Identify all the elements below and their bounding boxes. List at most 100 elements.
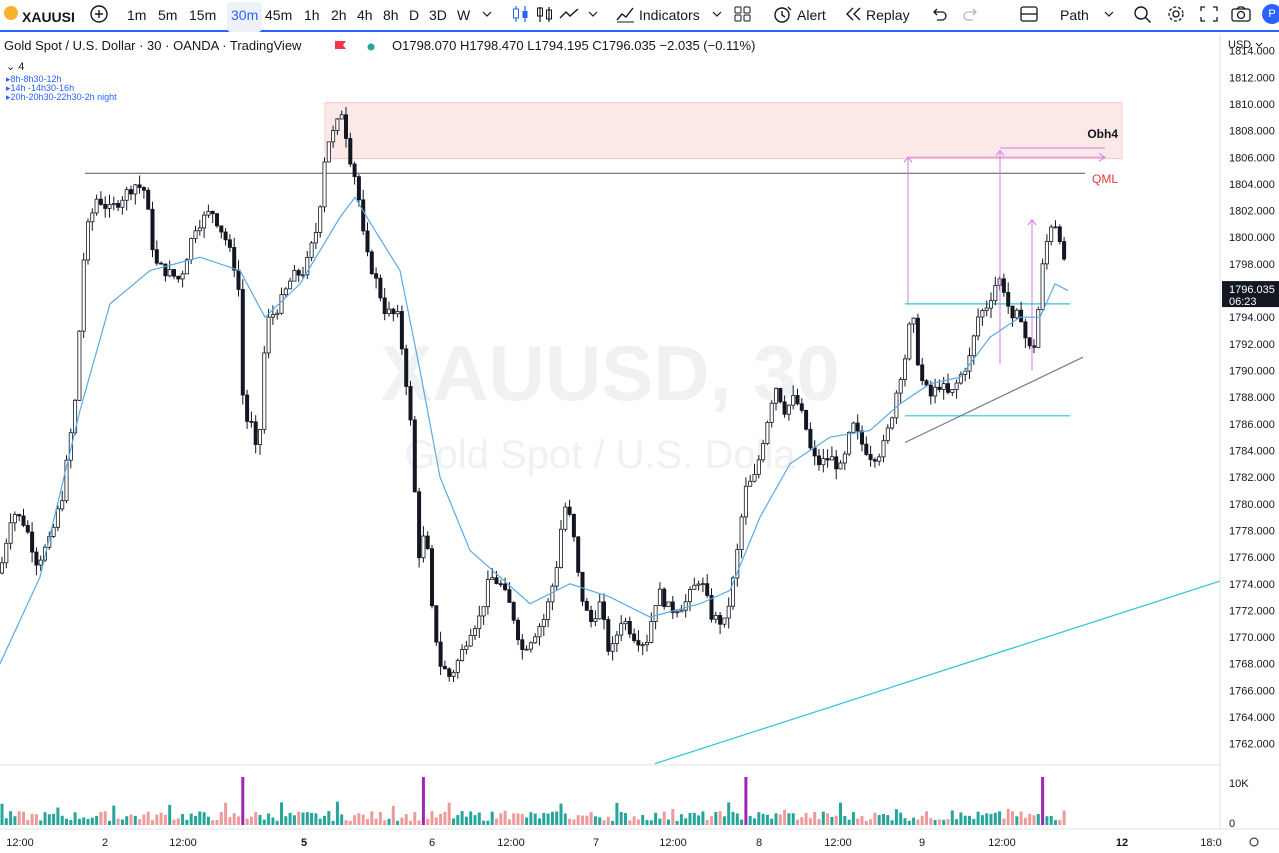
volume-bar	[353, 815, 357, 825]
candle-body	[705, 583, 710, 596]
templates-grid-icon[interactable]	[732, 4, 754, 24]
interval-4h[interactable]: 4h	[357, 7, 373, 23]
alert-button[interactable]: Alert	[797, 7, 826, 23]
indicator-collapse-toggle[interactable]: ⌄ 4	[6, 60, 24, 73]
volume-bar	[998, 811, 1002, 825]
time-tick-label: 7	[593, 837, 599, 849]
candle-body	[640, 644, 645, 647]
volume-bar	[245, 818, 249, 825]
search-icon[interactable]	[1132, 4, 1154, 24]
interval-15m[interactable]: 15m	[189, 7, 217, 23]
candle-body	[507, 589, 512, 603]
indicators-button[interactable]: Indicators	[639, 7, 700, 23]
currency-label: USD	[1228, 39, 1251, 51]
volume-bar	[980, 815, 984, 825]
volume-bar	[1023, 817, 1027, 825]
volume-bar	[1041, 777, 1045, 825]
interval-W[interactable]: W	[457, 7, 471, 23]
chart-pane[interactable]: XAUUSD, 30 Gold Spot / U.S. Dolla Obh4 QML U…	[0, 34, 1279, 853]
alert-clock-icon[interactable]	[772, 4, 794, 24]
candles-chart-type-icon[interactable]	[510, 4, 532, 24]
volume-bar	[434, 817, 438, 825]
replay-icon[interactable]	[842, 4, 864, 24]
price-tick-label: 1774.000	[1229, 579, 1275, 591]
indicators-icon[interactable]	[614, 4, 636, 24]
candle-body	[305, 257, 310, 276]
publish-button[interactable]: P	[1262, 4, 1279, 24]
interval-3D[interactable]: 3D	[429, 7, 447, 23]
camera-icon[interactable]	[1230, 4, 1252, 24]
interval-45m[interactable]: 45m	[265, 7, 293, 23]
rising-trendline	[904, 356, 1084, 444]
bars-chart-type-icon[interactable]	[534, 4, 556, 24]
volume-bar	[619, 811, 623, 825]
interval-30m[interactable]: 30m	[227, 2, 263, 32]
chevron-down-icon[interactable]	[706, 4, 728, 24]
gear-icon[interactable]	[1165, 4, 1187, 24]
volume-bar	[318, 818, 322, 825]
interval-8h[interactable]: 8h	[383, 7, 399, 23]
time-tick-label: 5	[301, 837, 307, 849]
candle-body	[636, 640, 641, 646]
candle-body	[812, 447, 817, 457]
candle-body	[227, 239, 232, 248]
volume-bar	[628, 820, 632, 825]
chevron-down-icon[interactable]	[476, 4, 498, 24]
chevron-down-icon[interactable]	[582, 4, 604, 24]
candle-body	[602, 601, 607, 620]
volume-bar	[555, 811, 559, 825]
volume-bar	[903, 818, 907, 825]
candle-body	[713, 615, 718, 620]
candle-body	[275, 312, 280, 316]
line-chart-type-icon[interactable]	[558, 4, 580, 24]
candle-body	[374, 273, 379, 279]
candle-body	[675, 611, 680, 614]
candle-body	[245, 394, 250, 422]
volume-bar	[645, 819, 649, 825]
replay-button[interactable]: Replay	[866, 7, 910, 23]
volume-bar	[830, 816, 834, 825]
candle-body	[584, 600, 589, 611]
chevron-down-icon[interactable]	[1098, 4, 1120, 24]
candle-body	[769, 402, 774, 423]
symbol-button[interactable]: XAUUSI	[22, 9, 75, 25]
volume-bar	[456, 815, 460, 825]
fullscreen-icon[interactable]	[1198, 4, 1220, 24]
candle-body	[653, 605, 658, 622]
volume-bar	[529, 812, 533, 825]
volume-bar	[989, 813, 993, 825]
volume-bar	[305, 812, 309, 825]
volume-bar	[615, 802, 619, 825]
interval-D[interactable]: D	[409, 7, 420, 23]
candle-body	[623, 620, 628, 625]
add-symbol-icon[interactable]	[88, 4, 110, 24]
candle-body	[378, 277, 383, 299]
interval-2h[interactable]: 2h	[331, 7, 347, 23]
interval-1m[interactable]: 1m	[127, 7, 147, 23]
volume-bar	[4, 818, 8, 825]
candle-body	[907, 323, 912, 360]
layout-name-button[interactable]: Path	[1060, 7, 1089, 23]
volume-bar	[34, 814, 38, 825]
volume-bar	[219, 811, 223, 825]
candle-body	[645, 641, 650, 646]
candle-body	[189, 238, 194, 261]
volume-bar	[572, 819, 576, 825]
undo-icon[interactable]	[928, 4, 950, 24]
price-tick-label: 1812.000	[1229, 72, 1275, 84]
volume-bar	[499, 813, 503, 825]
candle-body	[103, 204, 108, 209]
volume-bar	[710, 816, 713, 825]
layout-icon[interactable]	[1018, 4, 1040, 24]
volume-bar	[292, 815, 296, 825]
redo-icon[interactable]	[960, 4, 982, 24]
interval-1h[interactable]: 1h	[304, 7, 320, 23]
volume-bar	[796, 819, 799, 825]
candle-body	[984, 307, 989, 311]
candle-body	[662, 588, 667, 607]
volume-bar	[598, 817, 602, 825]
interval-5m[interactable]: 5m	[158, 7, 178, 23]
flag-icon[interactable]	[334, 40, 348, 52]
volume-bar	[241, 777, 245, 825]
volume-bar	[1015, 816, 1019, 825]
